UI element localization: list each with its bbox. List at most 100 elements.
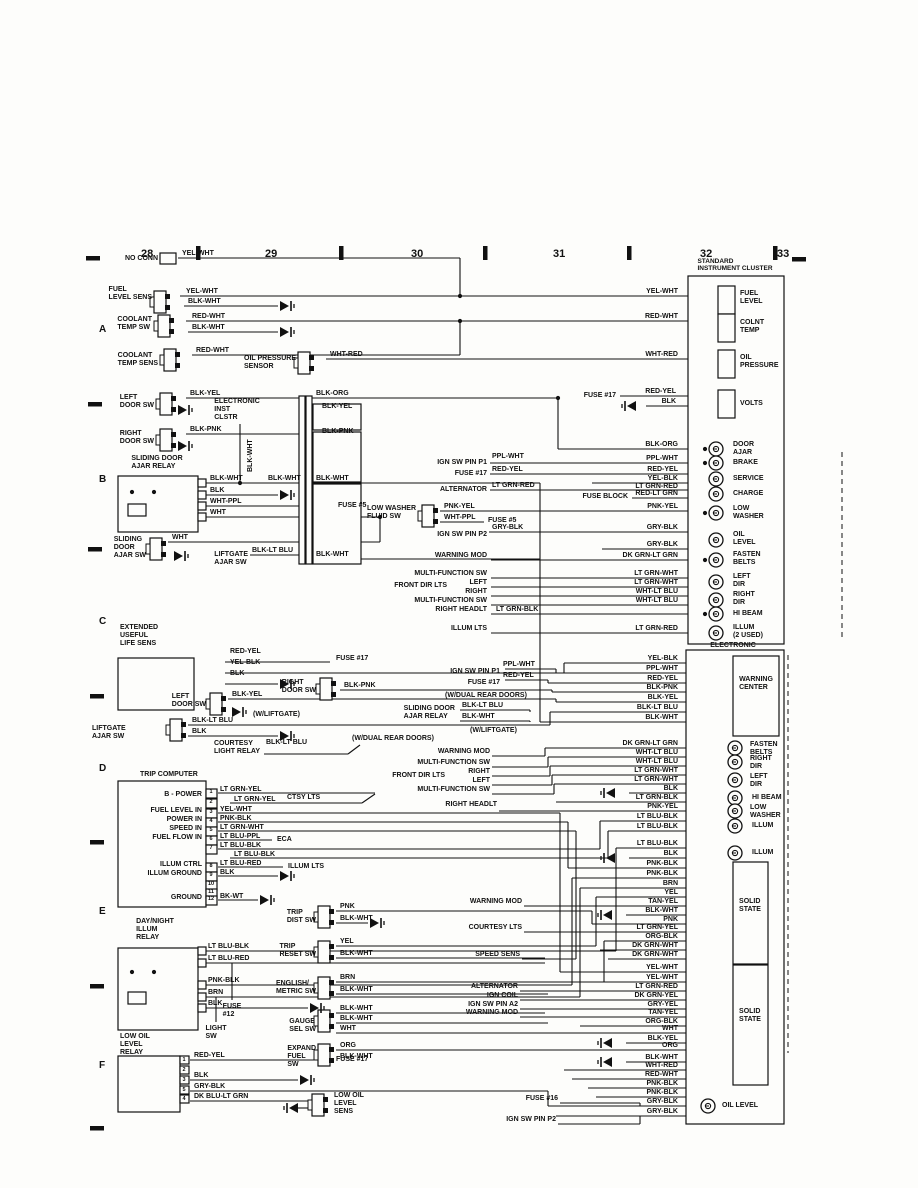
wire-label: FUSE #5: [338, 502, 367, 509]
wire-label: RED-WHT: [644, 313, 678, 320]
component-label: LEFT DOOR SW: [119, 394, 154, 409]
wire-label: 6: [209, 836, 213, 842]
connector-pin-icon: [329, 955, 334, 960]
wire-label: BLK: [663, 785, 678, 792]
wire-label: BLK-LT BLU: [462, 702, 504, 709]
wire-label: SPEED SENS: [475, 951, 520, 958]
component-label: LOW WASHER FLUID SW: [367, 505, 416, 520]
ruler-tick: [773, 246, 778, 260]
wire-label: YEL: [340, 938, 354, 945]
indicator-label: LOW WASHER: [733, 505, 764, 520]
wire-label: PNK-BLK: [208, 977, 240, 984]
wire-label: WARNING MOD: [437, 748, 490, 755]
connector-symbol: [153, 320, 159, 332]
wire-label: IGN SW PIN A2: [468, 1001, 518, 1008]
wire-label: 3: [182, 1077, 186, 1083]
wire-label: WHT-RED: [645, 351, 678, 358]
wire-label: BLK-WHT: [645, 907, 678, 914]
component-label: SOLID STATE: [739, 1008, 761, 1023]
component-box: [205, 895, 218, 906]
wire-label: LT GRN-BLK: [496, 606, 539, 613]
wire-label: LT GRN-WHT: [220, 824, 264, 831]
wire-label: 5: [209, 827, 213, 833]
component-box: [197, 512, 207, 522]
wire-label: WHT-LT BLU: [635, 749, 678, 756]
connector-symbol: [317, 940, 331, 964]
junction-dot: [237, 480, 243, 486]
wire-label: BRN: [208, 989, 224, 996]
wire-label: PPL-WHT: [503, 661, 535, 668]
ground-icon: [603, 1057, 612, 1067]
connector-pin-icon: [323, 1097, 328, 1102]
wire-label: ORG-BLK: [645, 933, 678, 940]
component-box: [179, 1085, 190, 1095]
wire-label: YEL-BLK: [230, 659, 261, 666]
component-box: [298, 395, 306, 565]
ground-icon: [627, 401, 636, 411]
wire-label: FUSE #5: [488, 517, 517, 524]
component-box: [117, 1055, 181, 1113]
component-label: LIFTGATE AJAR SW: [92, 725, 126, 740]
margin-dash: [792, 257, 806, 262]
ground-icon: [260, 895, 269, 905]
connector-symbol: [155, 434, 161, 446]
connector-symbol: [159, 354, 165, 366]
component-label: NO CONN: [124, 255, 158, 262]
wire-label: WARNING MOD: [465, 1009, 518, 1016]
connector-symbol: [317, 976, 331, 1000]
connector-symbol: [317, 1043, 331, 1067]
wire-label: MULTI-FUNCTION SW: [417, 786, 490, 793]
wire-label: MULTI-FUNCTION SW: [414, 597, 487, 604]
wire-label: PPL-WHT: [492, 453, 524, 460]
wire-label: ORG: [340, 1042, 356, 1049]
wire-label: BLK-YEL: [647, 1035, 678, 1042]
wire-label: LIGHT SW: [205, 1025, 227, 1040]
wire-label: PNK-BLK: [646, 860, 679, 867]
component-box: [179, 1055, 190, 1065]
indicator-label: OIL LEVEL: [722, 1102, 759, 1109]
wire-label: ILLUM LTS: [450, 625, 487, 632]
wire-label: BLK-YEL: [647, 694, 678, 701]
component-box: [197, 1003, 207, 1013]
wire-label: WHT: [662, 1025, 678, 1032]
wire-label: 5: [182, 1087, 186, 1093]
column-number: 32: [700, 248, 713, 260]
wire-label: YEL-WHT: [186, 288, 218, 295]
wire-label: RIGHT: [465, 588, 487, 595]
connector-symbol: [165, 724, 171, 736]
wire-label: GRY-YEL: [647, 1001, 678, 1008]
wire-label: BLK-WHT: [247, 439, 254, 472]
indicator-label: LEFT DIR: [733, 573, 751, 588]
ground-icon: [370, 918, 379, 928]
connector-pin-icon: [329, 1058, 334, 1063]
connector-symbol: [293, 357, 299, 369]
ground-icon: [280, 327, 289, 337]
connector-symbol: [153, 290, 167, 314]
wire-label: LT BLU-PPL: [220, 833, 261, 840]
wire-label: BLK-WHT: [192, 324, 225, 331]
wire-label: WHT: [172, 534, 188, 541]
row-letter: F: [99, 1060, 106, 1071]
wire-label: LT GRN-YEL: [220, 786, 262, 793]
connector-pin-icon: [175, 363, 180, 368]
wire-label: BLK-WHT: [340, 915, 373, 922]
component-label: LOW OIL LEVEL SENS: [334, 1092, 364, 1115]
wire-label: RED-YEL: [645, 388, 676, 395]
column-number: 33: [777, 248, 790, 260]
wire-label: LT GRN-YEL: [234, 796, 276, 803]
wire-label: YEL-WHT: [646, 964, 678, 971]
wire-label: (W/DUAL REAR DOORS): [352, 735, 434, 742]
connector-pin-icon: [309, 355, 314, 360]
wire-label: BLK: [663, 850, 678, 857]
wire-label: (W/LIFTGATE): [253, 711, 300, 718]
wire-label: BLK-WHT: [340, 1005, 373, 1012]
ruler-tick: [483, 246, 488, 260]
indicator-label: SERVICE: [733, 475, 764, 482]
wire-label: BLK-WHT: [340, 1015, 373, 1022]
connector-pin-icon: [165, 305, 170, 310]
component-label: SLIDING DOOR AJAR RELAY: [403, 705, 455, 720]
component-box: [305, 395, 313, 565]
component-box: [117, 947, 199, 1031]
wire-label: ALTERNATOR: [439, 486, 487, 493]
wire-label: IGN SW PIN P1: [437, 459, 487, 466]
